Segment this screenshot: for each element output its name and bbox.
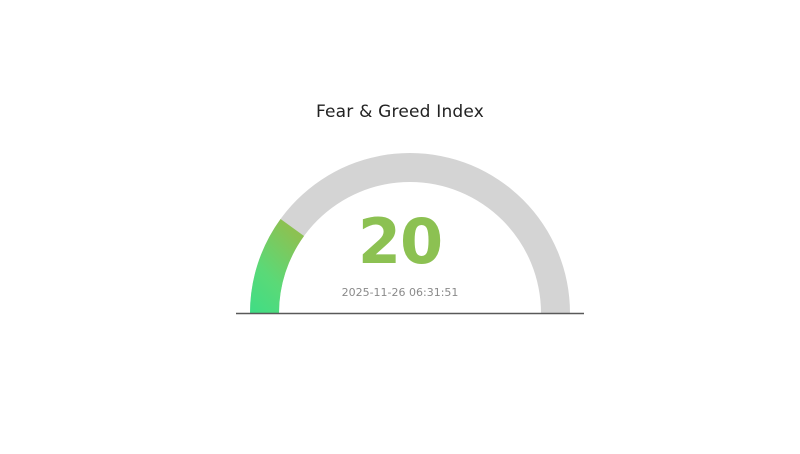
gauge-value-label: 20 [357,205,443,278]
gauge-value-arc [250,218,305,313]
gauge-timestamp: 2025-11-26 06:31:51 [341,286,459,299]
page-title: Fear & Greed Index [315,102,485,122]
gauge-track-arc [250,153,570,313]
